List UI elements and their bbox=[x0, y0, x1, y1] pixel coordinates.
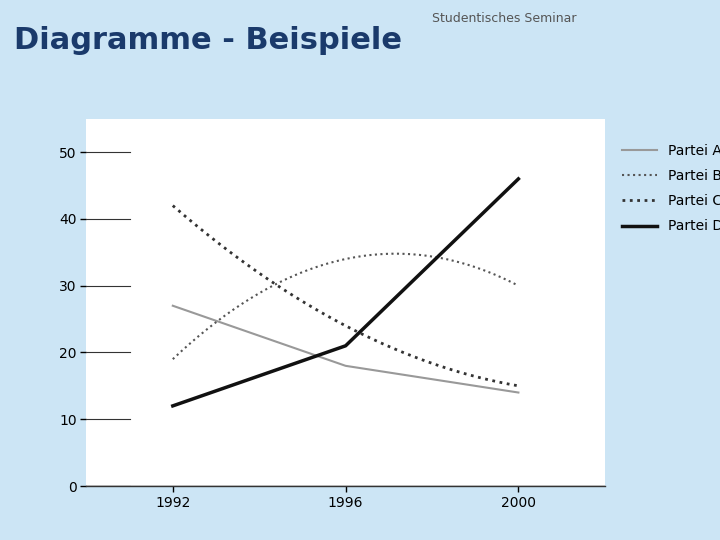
Partei B bbox=[514, 282, 523, 289]
Text: Studentisches Seminar: Studentisches Seminar bbox=[432, 12, 577, 25]
Line: Partei D: Partei D bbox=[173, 179, 518, 406]
Partei A bbox=[341, 362, 350, 369]
Partei B bbox=[498, 275, 507, 281]
Partei C bbox=[189, 220, 198, 226]
Line: Partei A: Partei A bbox=[173, 306, 518, 393]
Legend: Partei A, Partei B, Partei C, Partei D: Partei A, Partei B, Partei C, Partei D bbox=[622, 144, 720, 233]
Line: Partei C: Partei C bbox=[173, 206, 518, 386]
Partei D bbox=[514, 176, 523, 182]
Partei A bbox=[514, 389, 523, 396]
Partei B bbox=[391, 251, 400, 257]
Partei C bbox=[485, 376, 493, 383]
Partei C bbox=[514, 383, 523, 389]
Partei C bbox=[233, 254, 241, 260]
Partei C bbox=[261, 274, 269, 280]
Partei A bbox=[168, 302, 177, 309]
Partei C bbox=[182, 214, 191, 221]
Text: Diagramme - Beispiele: Diagramme - Beispiele bbox=[14, 26, 402, 55]
Partei B bbox=[233, 304, 241, 310]
Partei B bbox=[486, 269, 495, 276]
Partei B bbox=[261, 287, 269, 293]
Partei D bbox=[168, 403, 177, 409]
Partei B bbox=[168, 356, 177, 362]
Partei C bbox=[497, 379, 505, 386]
Partei B bbox=[189, 337, 198, 343]
Line: Partei B: Partei B bbox=[173, 254, 518, 359]
Partei C bbox=[168, 202, 177, 209]
Partei D bbox=[341, 342, 350, 349]
Partei B bbox=[182, 343, 191, 349]
